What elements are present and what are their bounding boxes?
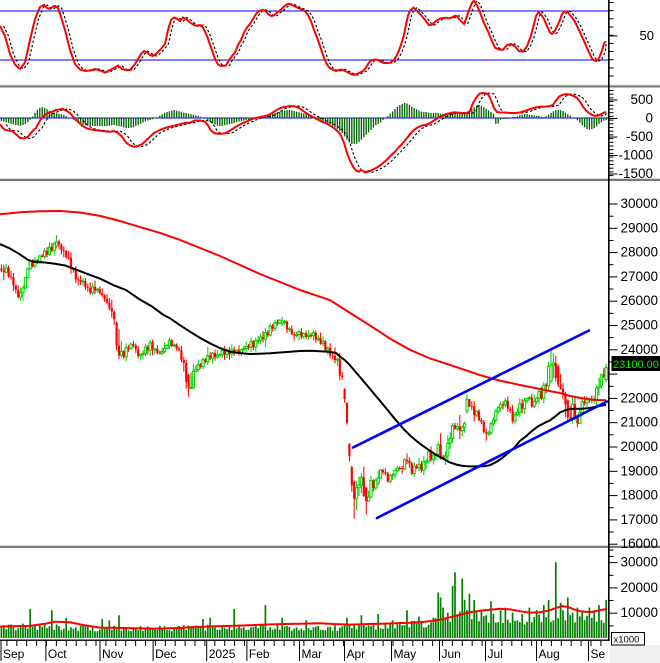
- svg-text:19000: 19000: [620, 463, 658, 478]
- svg-text:Aug: Aug: [539, 647, 560, 661]
- svg-text:Oct: Oct: [48, 647, 67, 661]
- svg-text:Feb: Feb: [249, 647, 270, 661]
- svg-text:Dec: Dec: [155, 647, 176, 661]
- svg-text:30000: 30000: [620, 555, 658, 570]
- svg-text:10000: 10000: [620, 605, 658, 620]
- svg-text:Apr: Apr: [347, 647, 366, 661]
- svg-text:29000: 29000: [620, 220, 658, 235]
- svg-text:16000: 16000: [620, 536, 658, 551]
- svg-text:27000: 27000: [620, 269, 658, 284]
- svg-text:17000: 17000: [620, 512, 658, 527]
- svg-text:-1500: -1500: [618, 166, 653, 181]
- svg-text:Mar: Mar: [302, 647, 323, 661]
- svg-text:21000: 21000: [620, 415, 658, 430]
- svg-text:26000: 26000: [620, 293, 658, 308]
- svg-text:18000: 18000: [620, 488, 658, 503]
- svg-text:Se: Se: [591, 647, 606, 661]
- svg-text:x1000: x1000: [614, 635, 640, 646]
- svg-text:-500: -500: [626, 129, 653, 144]
- svg-text:2025: 2025: [209, 647, 236, 661]
- svg-text:20000: 20000: [620, 439, 658, 454]
- svg-text:-1000: -1000: [618, 148, 653, 163]
- svg-text:25000: 25000: [620, 318, 658, 333]
- svg-text:0: 0: [645, 111, 653, 126]
- svg-text:50: 50: [640, 28, 654, 43]
- svg-text:Nov: Nov: [102, 647, 123, 661]
- svg-text:500: 500: [630, 92, 653, 107]
- svg-text:Jun: Jun: [442, 647, 461, 661]
- svg-text:23100.00: 23100.00: [613, 359, 659, 371]
- svg-text:20000: 20000: [620, 580, 658, 595]
- svg-text:30000: 30000: [620, 196, 658, 211]
- svg-text:May: May: [394, 647, 417, 661]
- svg-text:22000: 22000: [620, 390, 658, 405]
- svg-text:24000: 24000: [620, 342, 658, 357]
- svg-text:Jul: Jul: [488, 647, 503, 661]
- svg-text:28000: 28000: [620, 245, 658, 260]
- svg-text:Sep: Sep: [3, 647, 25, 661]
